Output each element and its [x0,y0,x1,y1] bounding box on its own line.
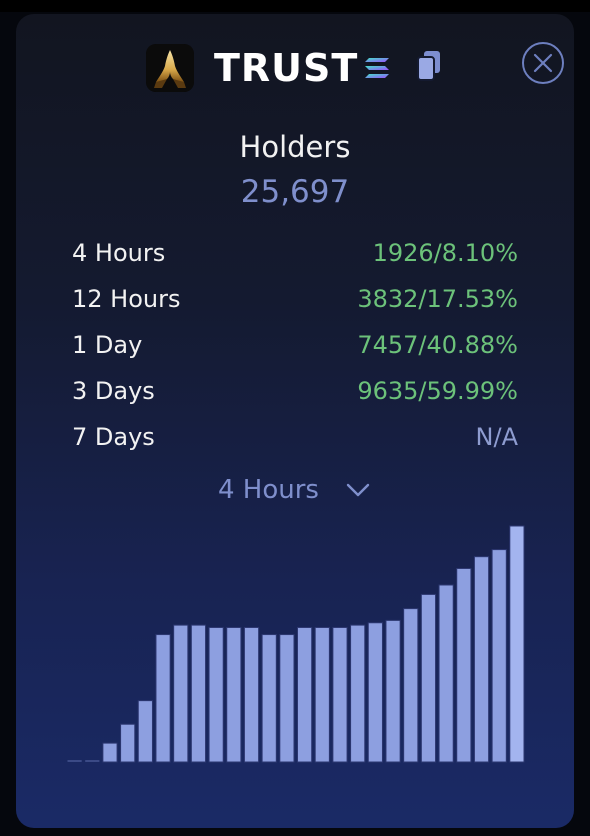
stat-value: N/A [476,418,518,456]
stat-value: 7457/40.88% [357,326,518,364]
status-bar-strip [0,0,590,12]
chart-bar [209,627,223,762]
stat-value: 9635/59.99% [357,372,518,410]
stat-label: 7 Days [72,418,155,456]
holders-bar-chart [66,520,526,768]
stat-row-1-day: 1 Day 7457/40.88% [72,326,518,372]
stat-label: 3 Days [72,372,155,410]
token-name: TRUST [214,42,358,94]
praying-hands-icon [146,44,194,92]
chart-bar [421,594,435,762]
stat-value: 3832/17.53% [357,280,518,318]
stat-row-7-days: 7 Days N/A [72,418,518,464]
chart-bar [439,585,453,762]
chevron-down-icon [346,482,370,498]
chart-bar [492,550,506,762]
chart-bar [298,627,312,762]
period-dropdown[interactable]: 4 Hours [212,470,378,510]
period-selected-label: 4 Hours [218,470,319,510]
chart-bar [351,625,365,762]
copy-icon[interactable] [416,50,442,82]
stat-label: 1 Day [72,326,142,364]
stat-label: 12 Hours [72,280,180,318]
chart-bar [156,635,170,762]
close-button[interactable] [522,42,564,84]
holders-title: Holders [16,130,574,164]
chart-bar [138,701,152,762]
chart-bar [85,760,99,762]
holder-stats-list: 4 Hours 1926/8.10% 12 Hours 3832/17.53% … [72,234,518,464]
chart-bar [68,760,82,762]
stat-value: 1926/8.10% [373,234,518,272]
chart-bar [333,627,347,762]
token-header: TRUST [16,42,574,94]
chart-bar [191,625,205,762]
chart-bar [121,724,135,762]
chart-bar [474,557,488,762]
chart-bar [457,568,471,762]
stat-row-12-hours: 12 Hours 3832/17.53% [72,280,518,326]
chart-bar [510,526,524,762]
chart-bar [244,627,258,762]
chart-bar [404,609,418,762]
stat-row-4-hours: 4 Hours 1926/8.10% [72,234,518,280]
holders-panel: TRUST [16,14,574,828]
chart-bar [174,625,188,762]
chart-bar [368,623,382,762]
close-icon [533,53,553,73]
chart-bar [386,620,400,762]
solana-icon [364,56,390,80]
stat-label: 4 Hours [72,234,165,272]
chart-bar [315,627,329,762]
stat-row-3-days: 3 Days 9635/59.99% [72,372,518,418]
chart-bar [262,635,276,762]
chart-bar [227,627,241,762]
chart-bar [103,743,117,762]
holders-count: 25,697 [16,174,574,210]
chart-bar [280,635,294,762]
